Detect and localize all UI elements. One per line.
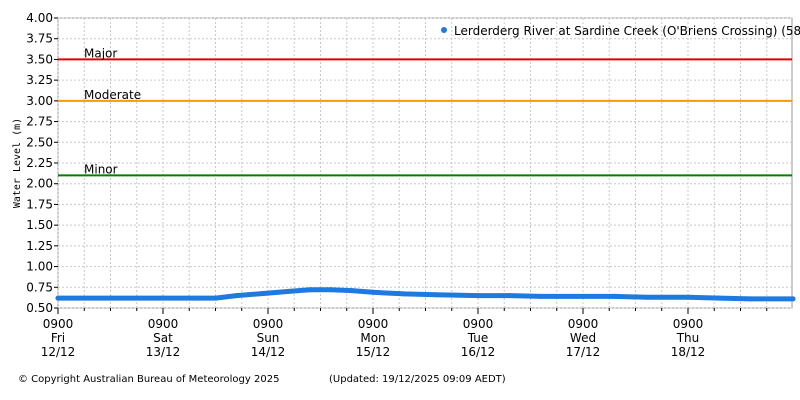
series-point	[685, 294, 691, 300]
y-tick-label: 2.00	[26, 177, 53, 191]
y-tick-label: 2.25	[26, 156, 53, 170]
x-tick-day: Tue	[467, 331, 489, 345]
series-point	[265, 290, 271, 296]
x-tick-date: 12/12	[41, 345, 76, 359]
x-tick-date: 18/12	[671, 345, 706, 359]
y-tick-label: 1.00	[26, 260, 53, 274]
legend-marker	[441, 27, 447, 33]
y-axis-ticks: 0.50 0.75 1.00 1.25 1.50 1.75 2.00 2.25 2.50 2.75…	[26, 11, 58, 315]
series-point	[475, 293, 481, 299]
series-point	[307, 287, 313, 293]
y-tick-label: 3.00	[26, 94, 53, 108]
series-point	[234, 293, 239, 299]
series-point	[108, 295, 113, 301]
y-tick-label: 1.25	[26, 239, 53, 253]
y-tick-label: 1.75	[26, 197, 53, 211]
series-point	[538, 293, 544, 299]
x-axis-ticks: 0900Fri12/120900Sat13/120900Sun14/120900…	[41, 308, 768, 359]
series-point	[507, 293, 512, 299]
series-point	[790, 296, 796, 302]
y-tick-label: 2.50	[26, 135, 53, 149]
updated-text: (Updated: 19/12/2025 09:09 AEDT)	[329, 374, 506, 385]
series-point	[643, 294, 649, 300]
series-point	[213, 295, 218, 301]
flood-level-lines: Major Moderate Minor	[58, 46, 792, 177]
y-tick-label: 3.25	[26, 73, 53, 87]
series-point	[717, 295, 722, 301]
series-layer	[55, 287, 796, 302]
y-tick-label: 3.50	[26, 52, 53, 66]
x-tick-time: 0900	[358, 317, 389, 331]
y-tick-label: 0.50	[26, 301, 53, 315]
series-point	[160, 295, 166, 301]
series-point	[192, 295, 197, 301]
y-tick-label: 0.75	[26, 280, 53, 294]
series-point	[55, 295, 61, 301]
series-point	[402, 291, 407, 297]
y-tick-label: 1.50	[26, 218, 53, 232]
y-tick-label: 2.75	[26, 115, 53, 129]
series-point	[349, 288, 355, 294]
x-tick-time: 0900	[43, 317, 74, 331]
series-point	[433, 292, 439, 298]
series-point	[286, 288, 292, 294]
x-tick-day: Mon	[360, 331, 385, 345]
legend: Lerderderg River at Sardine Creek (O'Bri…	[441, 24, 800, 38]
flood-label-major: Major	[84, 46, 117, 60]
series-point	[748, 296, 754, 302]
grid	[57, 17, 792, 309]
flood-label-moderate: Moderate	[84, 88, 141, 102]
x-tick-time: 0900	[148, 317, 179, 331]
series-point	[328, 287, 334, 293]
x-tick-day: Wed	[570, 331, 596, 345]
x-tick-day: Sat	[153, 331, 173, 345]
y-axis-label: Water Level (m)	[12, 118, 23, 208]
x-tick-date: 16/12	[461, 345, 496, 359]
legend-label: Lerderderg River at Sardine Creek (O'Bri…	[454, 24, 800, 38]
x-tick-date: 13/12	[146, 345, 181, 359]
x-tick-time: 0900	[673, 317, 704, 331]
copyright-text: © Copyright Australian Bureau of Meteoro…	[18, 374, 280, 385]
y-tick-label: 3.75	[26, 32, 53, 46]
series-point	[612, 293, 617, 299]
x-tick-time: 0900	[463, 317, 494, 331]
x-tick-time: 0900	[253, 317, 284, 331]
x-tick-time: 0900	[568, 317, 599, 331]
y-tick-label: 4.00	[26, 11, 53, 25]
x-tick-date: 15/12	[356, 345, 391, 359]
x-tick-day: Thu	[676, 331, 700, 345]
series-point	[370, 289, 376, 295]
x-tick-day: Sun	[257, 331, 280, 345]
x-tick-day: Fri	[51, 331, 65, 345]
x-tick-date: 14/12	[251, 345, 286, 359]
series-line-0	[55, 287, 796, 302]
flood-label-minor: Minor	[84, 162, 118, 176]
x-tick-date: 17/12	[566, 345, 601, 359]
series-point	[580, 293, 586, 299]
